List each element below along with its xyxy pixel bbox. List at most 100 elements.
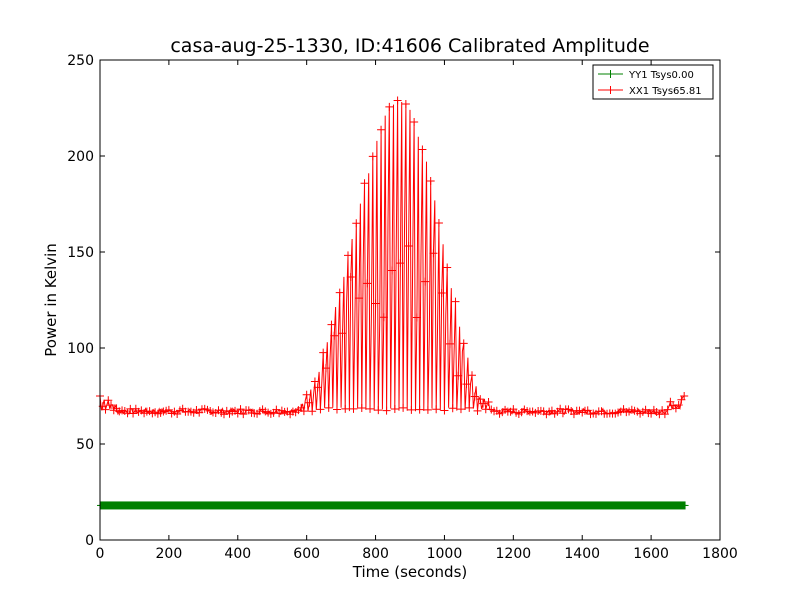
y-axis-label: Power in Kelvin [42,243,60,357]
series-xx1-marker [462,380,471,389]
series-xx1-marker [456,405,465,414]
series-xx1-marker [407,405,416,414]
series-xx1-marker [129,409,138,418]
x-tick-label: 400 [224,546,251,562]
series-xx1-marker [316,405,325,414]
series-xx1-marker [352,219,361,228]
y-tick-label: 150 [67,245,94,261]
plot-area [96,96,689,510]
series-xx1-marker [440,406,449,415]
chart-title: casa-aug-25-1330, ID:41606 Calibrated Am… [170,35,649,57]
y-tick-label: 50 [76,437,94,453]
legend-label: YY1 Tsys0.00 [628,70,694,81]
series-xx1-marker [401,100,410,109]
series-xx1-marker [330,331,339,340]
series-xx1-marker [556,404,565,413]
series-xx1-marker [459,339,468,348]
series-xx1-marker [479,399,488,408]
series-xx1-marker [355,294,364,303]
series-xx1-marker [338,329,347,338]
series-xx1-marker [476,395,485,404]
x-tick-label: 1400 [564,546,600,562]
series-xx1-marker [233,409,242,418]
x-tick-label: 1600 [633,546,669,562]
series-xx1-marker [423,405,432,414]
series-yy1 [97,501,689,510]
series-xx1-marker [429,249,438,258]
series-xx1-marker [451,297,460,306]
x-axis-label: Time (seconds) [352,563,468,581]
series-xx1-marker [379,313,388,322]
series-xx1-marker [344,251,352,260]
series-xx1-marker [660,410,669,419]
series-xx1-marker [418,145,427,154]
series-xx1-marker [360,179,369,188]
series-xx1-marker [357,403,366,412]
series-xx1-marker [468,371,476,380]
x-tick-label: 200 [156,546,183,562]
series-xx1-marker [484,397,493,406]
series-xx1-marker [426,176,435,185]
x-tick-label: 1000 [427,546,463,562]
series-xx1-marker [319,348,328,357]
series-xx1-marker [101,405,110,414]
y-tick-label: 0 [85,533,94,549]
series-xx1-marker [385,102,394,111]
x-tick-label: 0 [96,546,105,562]
series-xx1-marker [374,406,383,415]
legend-box [592,64,714,100]
series-xx1-marker [432,405,441,414]
series-xx1-marker [299,407,308,416]
series-xx1-marker [366,404,375,413]
series-xx1-marker [349,404,358,413]
series-xx1-marker [377,125,386,134]
series-xx1 [96,96,689,419]
series-xx1-marker [371,299,380,308]
series-xx1-marker [404,241,413,250]
series-xx1-marker [332,405,341,414]
series-xx1-marker [448,404,457,413]
y-tick-label: 250 [67,53,94,69]
series-xx1-marker [388,266,397,275]
plot-frame [99,59,721,541]
y-tick-label: 100 [67,341,94,357]
series-xx1-marker [443,263,452,272]
series-xx1-marker [236,405,245,414]
series-xx1-marker [308,407,317,416]
series-xx1-marker [421,277,430,286]
series-xx1-marker [674,400,683,409]
series-xx1-marker [399,403,408,412]
series-xx1-marker [107,401,116,410]
series-xx1-marker [363,279,372,288]
x-tick-label: 800 [362,546,389,562]
x-tick-label: 1800 [702,546,738,562]
series-xx1-marker [465,403,474,412]
series-xx1-marker [393,96,402,105]
series-xx1-marker [321,364,330,373]
series-xx1-marker [663,405,672,414]
series-xx1-marker [410,118,419,127]
legend-label: XX1 Tsys65.81 [629,86,702,97]
legend: YY1 Tsys0.00 XX1 Tsys65.81 [592,64,714,100]
series-xx1-marker [346,272,355,281]
legend-marker [606,86,615,94]
series-xx1-marker [445,339,454,348]
y-tick-label: 200 [67,149,94,165]
x-tick-label: 1200 [496,546,532,562]
series-xx1-marker [412,313,421,322]
series-xx1-marker [415,405,424,414]
series-xx1-marker [335,288,344,297]
series-xx1-marker [396,259,405,268]
series-xx1-marker [302,390,311,399]
series-xx1-marker [324,403,333,412]
series-xx1-marker [368,152,377,161]
series-xx1-marker [104,396,113,405]
series-xx1-marker [680,392,689,400]
series-xx1-marker [454,371,463,380]
x-tick-label: 600 [293,546,320,562]
series-xx1-marker [305,398,314,407]
series-xx1-marker [382,406,391,415]
axes: 0 200 400 600 800 1000 1200 1400 1600 1800 0 50 100 1… [67,53,738,562]
series-xx1-marker [341,404,350,413]
